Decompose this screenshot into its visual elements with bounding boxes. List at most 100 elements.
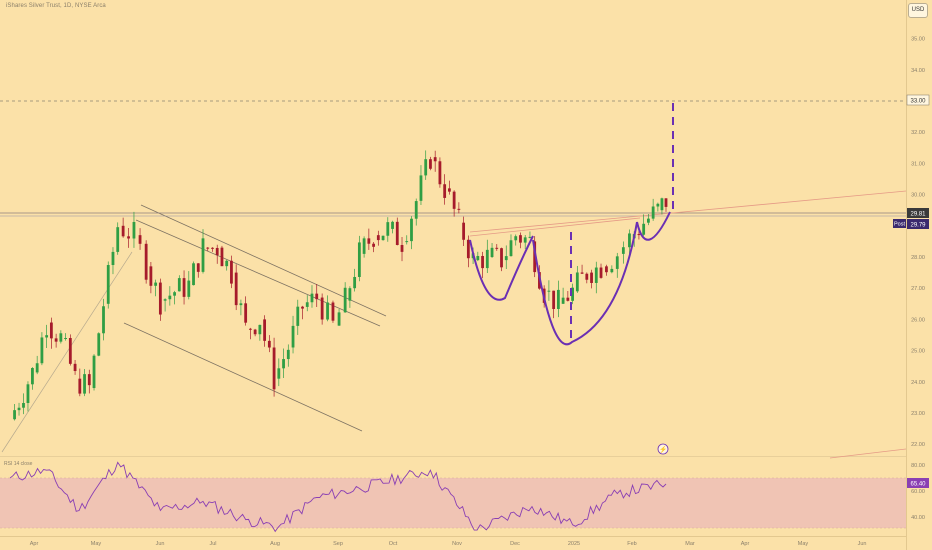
time-tick-label: Feb xyxy=(627,541,636,547)
candle-body xyxy=(519,235,522,243)
rsi-value-text: 65.40 xyxy=(910,482,926,488)
post-tag: Post xyxy=(894,222,905,228)
rsi-axis[interactable]: 80.00 60.00 40.00 xyxy=(911,463,925,521)
candle-body xyxy=(457,208,461,210)
candle-body xyxy=(410,218,413,242)
candle-body xyxy=(547,290,551,292)
candle-body xyxy=(386,222,390,236)
price-tick-label: 24.00 xyxy=(911,380,925,386)
price-tick-label: 31.00 xyxy=(911,161,925,167)
rsi-line xyxy=(9,461,667,533)
candle-body xyxy=(343,287,347,313)
candle-body xyxy=(509,240,513,257)
candle-body xyxy=(637,234,641,236)
price-tick-label: 35.00 xyxy=(911,37,925,43)
candle-body xyxy=(102,306,105,334)
candle-body xyxy=(571,287,574,301)
candle-body xyxy=(215,247,219,256)
candle-body xyxy=(154,282,158,286)
candle-body xyxy=(452,191,456,209)
events-icon-glyph: ⚡ xyxy=(659,446,667,454)
candle-body xyxy=(301,306,304,309)
rsi-tick-label: 60.00 xyxy=(911,489,925,495)
candle-body xyxy=(244,303,248,323)
time-tick-label: Aug xyxy=(270,541,280,547)
candle-body xyxy=(610,268,614,273)
time-tick-label: May xyxy=(798,541,809,547)
candle-body xyxy=(97,333,101,356)
candle-body xyxy=(481,255,484,269)
resistance-line-upper xyxy=(469,190,907,233)
candle-body xyxy=(552,290,556,309)
candle-body xyxy=(660,198,664,211)
candle-body xyxy=(500,248,503,268)
candle-body xyxy=(40,337,44,364)
candle-body xyxy=(64,338,67,340)
candle-body xyxy=(651,206,655,219)
candle-body xyxy=(466,239,470,259)
candle-body xyxy=(192,263,195,286)
candle-body xyxy=(348,288,352,301)
candle-body xyxy=(642,223,646,235)
candle-body xyxy=(331,302,335,321)
candle-body xyxy=(310,293,314,303)
candle-body xyxy=(111,251,115,266)
candle-body xyxy=(424,159,428,176)
candle-body xyxy=(305,302,309,307)
candle-body xyxy=(258,324,262,335)
time-tick-label: Apr xyxy=(741,541,750,547)
extended-line xyxy=(829,448,907,459)
time-tick-label: Apr xyxy=(30,541,39,547)
candle-body xyxy=(372,243,375,247)
time-tick-label: Sep xyxy=(333,541,343,547)
candle-body xyxy=(405,241,409,243)
candle-body xyxy=(286,349,290,360)
candle-body xyxy=(490,247,494,257)
rsi-band xyxy=(0,478,906,528)
rsi-value-tag xyxy=(907,478,929,488)
time-tick-label: Oct xyxy=(389,541,398,547)
candle-body xyxy=(485,249,489,269)
candle-body xyxy=(132,222,136,239)
candle-body xyxy=(234,272,238,306)
channel-mid-line xyxy=(135,219,381,327)
events-icon[interactable] xyxy=(657,443,669,455)
rsi-tick-label: 40.00 xyxy=(911,515,925,521)
time-tick-label: Nov xyxy=(452,541,462,547)
candle-body xyxy=(173,292,176,296)
candle-body xyxy=(68,338,72,364)
candle-body xyxy=(357,242,361,277)
candle-body xyxy=(54,338,58,342)
currency-button[interactable]: USD xyxy=(908,3,928,18)
time-tick-label: Jul xyxy=(209,541,216,547)
candle-body xyxy=(433,157,437,162)
candle-body xyxy=(144,243,148,280)
candle-body xyxy=(31,368,34,385)
candle-body xyxy=(296,306,300,326)
candle-body xyxy=(26,384,30,403)
price-tick-label: 32.00 xyxy=(911,130,925,136)
candle-body xyxy=(590,272,593,283)
target-price-tag xyxy=(906,94,930,106)
candle-body xyxy=(400,245,404,252)
candle-body xyxy=(367,238,371,244)
price-tick-label: 27.00 xyxy=(911,286,925,292)
candle-body xyxy=(647,218,650,223)
candle-body xyxy=(443,184,447,198)
candle-body xyxy=(282,359,285,369)
candle-body xyxy=(106,265,110,304)
time-axis[interactable]: Apr May Jun Jul Aug Sep Oct Nov Dec 2025 Feb Mar Apr… xyxy=(30,541,867,547)
candle-body xyxy=(585,273,589,280)
candle-body xyxy=(615,256,619,269)
candle-body xyxy=(13,410,16,420)
candle-body xyxy=(163,299,167,301)
candle-body xyxy=(22,402,25,408)
time-tick-label: 2025 xyxy=(568,541,580,547)
candle-body xyxy=(429,159,432,169)
post-tag-box xyxy=(893,219,906,228)
candle-body xyxy=(121,225,125,237)
candle-body xyxy=(182,278,186,297)
time-tick-label: Jun xyxy=(858,541,867,547)
